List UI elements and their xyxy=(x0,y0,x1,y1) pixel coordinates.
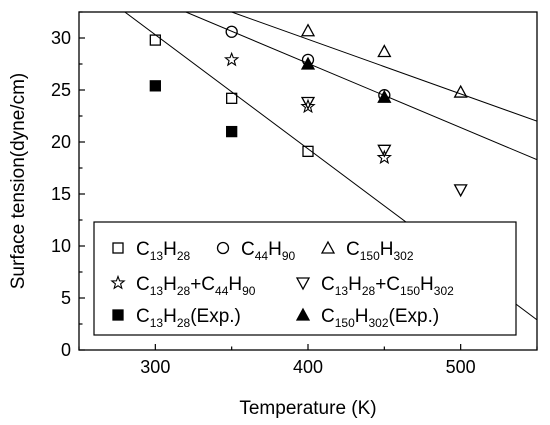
point-c13h28-c44h90 xyxy=(223,51,240,67)
y-tick-label: 10 xyxy=(51,236,71,256)
legend-marker-c13h28-c150h302 xyxy=(295,277,311,291)
point-c150h302-exp xyxy=(377,89,392,103)
fit-line-c44h90 xyxy=(185,12,537,161)
point-c13h28 xyxy=(226,92,238,104)
point-c13h28 xyxy=(302,145,314,158)
x-axis-title: Temperature (K) xyxy=(239,398,376,419)
point-c150h302 xyxy=(377,44,392,58)
legend-marker-c150h302 xyxy=(320,240,336,254)
point-c13h28-c150h302 xyxy=(453,184,468,198)
point-c13h28-exp xyxy=(226,125,238,138)
point-c13h28-c150h302 xyxy=(300,96,316,110)
y-tick-label: 5 xyxy=(61,288,71,308)
y-tick-label: 0 xyxy=(61,340,71,360)
axes: 300 400 500 0 5 10 15 20 25 30 xyxy=(51,11,538,377)
x-tick-label: 300 xyxy=(140,357,170,377)
legend-marker-c150h302-exp xyxy=(295,307,311,321)
x-tick-label: 500 xyxy=(446,357,476,377)
point-c150h302-exp xyxy=(300,56,316,70)
fit-line-c150h302 xyxy=(231,12,537,122)
legend: C13H28 C44H90 C150H302 C13H28+C44H90 C13H28+… xyxy=(93,221,517,336)
point-c150h302 xyxy=(453,84,468,98)
legend-label-c13h28: C13H28 xyxy=(136,239,191,263)
y-tick-label: 25 xyxy=(51,80,71,100)
legend-marker-c13h28-c44h90 xyxy=(110,274,126,290)
legend-label-c150h302-exp: C150H302(Exp.) xyxy=(321,306,439,330)
legend-label-c44h90: C44H90 xyxy=(241,239,296,263)
point-c13h28-c150h302 xyxy=(377,144,392,158)
point-c13h28-c44h90 xyxy=(376,149,393,165)
legend-marker-c13h28 xyxy=(112,242,124,254)
data-points xyxy=(149,23,468,198)
legend-marker-c44h90 xyxy=(216,241,230,255)
legend-label-c13h28-c44h90: C13H28+C44H90 xyxy=(136,274,256,298)
point-c13h28-exp xyxy=(149,80,161,92)
x-tick-label: 400 xyxy=(293,357,323,377)
y-tick-label: 20 xyxy=(51,132,71,152)
point-c13h28 xyxy=(149,34,161,46)
y-tick-label: 30 xyxy=(51,28,71,48)
legend-label-c150h302: C150H302 xyxy=(346,239,414,263)
y-tick-label: 15 xyxy=(51,184,71,204)
legend-marker-c13h28-exp xyxy=(112,309,124,321)
y-axis-title: Surface tension(dyne/cm) xyxy=(8,73,29,290)
legend-label-c13h28-exp: C13H28(Exp.) xyxy=(136,306,241,330)
legend-label-c13h28-c150h302: C13H28+C150H302 xyxy=(321,274,454,298)
point-c150h302 xyxy=(300,23,316,37)
point-c44h90 xyxy=(225,25,238,38)
